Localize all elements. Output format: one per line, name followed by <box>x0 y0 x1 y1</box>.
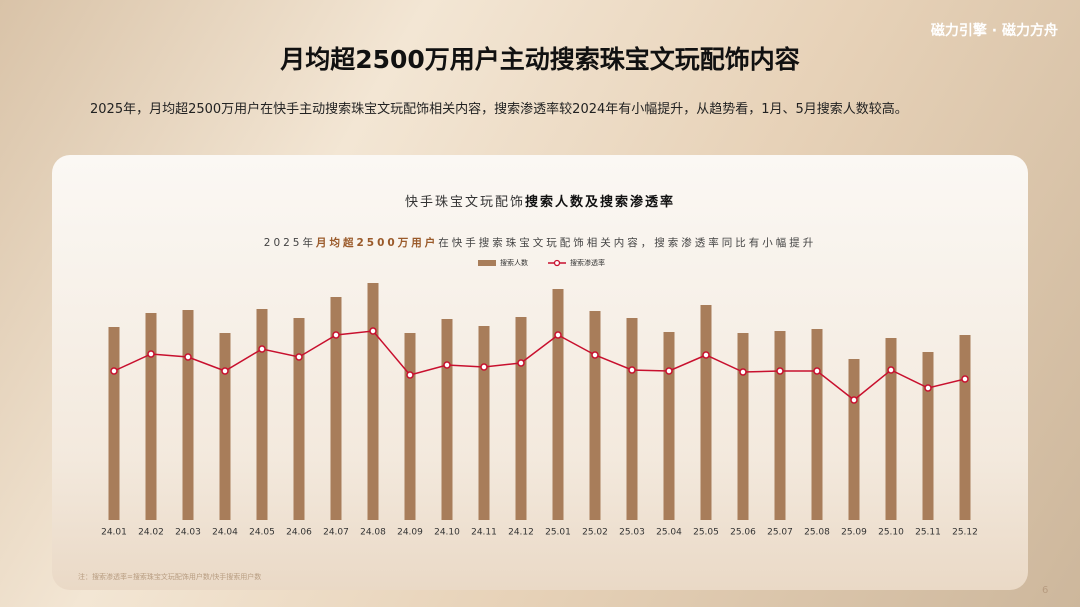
note: 注：搜索渗透率=搜索珠宝文玩配饰用户数/快手搜索用户数 <box>78 572 261 581</box>
bar <box>219 333 231 520</box>
line-point <box>961 375 969 383</box>
bar <box>959 335 971 520</box>
line-point <box>221 367 229 375</box>
chart-title: 快手珠宝文玩配饰搜索人数及搜索渗透率 <box>405 194 675 210</box>
x-tick-label: 24.08 <box>360 528 386 538</box>
line-point <box>147 350 155 358</box>
x-tick-label: 25.05 <box>693 528 719 538</box>
x-tick-label: 25.04 <box>656 528 682 538</box>
bar <box>367 283 379 520</box>
line-point <box>295 353 303 361</box>
x-tick-label: 24.12 <box>508 528 534 538</box>
line-point <box>443 361 451 369</box>
x-tick-label: 25.03 <box>619 528 645 538</box>
x-tick-label: 24.09 <box>397 528 423 538</box>
x-tick-label: 24.11 <box>471 528 497 538</box>
bar <box>774 331 786 520</box>
line-point <box>924 384 932 392</box>
x-tick-label: 25.08 <box>804 528 830 538</box>
line-point <box>406 371 414 379</box>
chart-title-b: 搜索人数及搜索渗透率 <box>525 194 675 210</box>
chart-title-a: 快手珠宝文玩配饰 <box>405 195 525 210</box>
subtitle-c: 在快手搜索珠宝文玩配饰相关内容，搜索渗透率同比有小幅提升 <box>438 236 816 249</box>
legend-label: 搜索人数 <box>500 258 528 267</box>
x-tick-label: 25.09 <box>841 528 867 538</box>
brand-right: 磁力方舟 <box>1002 23 1058 39</box>
bar <box>478 326 490 520</box>
x-tick-label: 25.07 <box>767 528 793 538</box>
bar <box>700 305 712 520</box>
x-tick-label: 24.06 <box>286 528 312 538</box>
line-point <box>702 351 710 359</box>
x-tick-label: 25.06 <box>730 528 756 538</box>
line-point <box>628 366 636 374</box>
chart-subtitle: 2025年月均超2500万用户在快手搜索珠宝文玩配饰相关内容，搜索渗透率同比有小… <box>264 236 816 249</box>
bar <box>293 318 305 520</box>
x-tick-label: 25.12 <box>952 528 978 538</box>
x-tick-label: 25.10 <box>878 528 904 538</box>
line-point <box>554 331 562 339</box>
page-number: 6 <box>1042 585 1048 596</box>
chart-panel <box>52 155 1028 590</box>
line-point <box>850 396 858 404</box>
x-tick-label: 24.03 <box>175 528 201 538</box>
bar <box>885 338 897 520</box>
bar <box>626 318 638 520</box>
line-point <box>369 327 377 335</box>
bar <box>552 289 564 520</box>
bar <box>330 297 342 520</box>
line-point <box>813 367 821 375</box>
x-tick-label: 25.11 <box>915 528 941 538</box>
line-point <box>480 363 488 371</box>
x-tick-label: 25.01 <box>545 528 571 538</box>
bar <box>922 352 934 520</box>
x-tick-label: 24.07 <box>323 528 349 538</box>
legend-marker <box>553 259 561 267</box>
x-tick-label: 24.01 <box>101 528 127 538</box>
subtitle-b: 月均超2500万用户 <box>315 236 438 249</box>
bar <box>811 329 823 520</box>
line-point <box>665 367 673 375</box>
x-tick-label: 24.10 <box>434 528 460 538</box>
bar <box>737 333 749 520</box>
bar <box>515 317 527 520</box>
x-tick-label: 25.02 <box>582 528 608 538</box>
line-point <box>110 367 118 375</box>
summary: 2025年，月均超2500万用户在快手主动搜索珠宝文玩配饰相关内容，搜索渗透率较… <box>90 102 908 117</box>
legend-label: 搜索渗透率 <box>570 258 605 267</box>
line-point <box>887 366 895 374</box>
line-point <box>517 359 525 367</box>
bar <box>404 333 416 520</box>
brand-sep: · <box>991 23 998 39</box>
line-point <box>591 351 599 359</box>
line-point <box>258 345 266 353</box>
line-point <box>776 367 784 375</box>
x-tick-label: 24.02 <box>138 528 164 538</box>
legend-swatch <box>478 260 496 266</box>
brand: 磁力引擎 · 磁力方舟 <box>931 20 1058 40</box>
bar <box>663 332 675 520</box>
subtitle-a: 2025年 <box>264 236 316 249</box>
bar <box>108 327 120 520</box>
x-tick-label: 24.05 <box>249 528 275 538</box>
bar <box>145 313 157 520</box>
x-tick-label: 24.04 <box>212 528 238 538</box>
line-point <box>739 368 747 376</box>
brand-left: 磁力引擎 <box>930 23 987 39</box>
page-title: 月均超2500万用户主动搜索珠宝文玩配饰内容 <box>280 45 800 74</box>
line-point <box>184 353 192 361</box>
bar <box>848 359 860 520</box>
bar <box>256 309 268 520</box>
bar <box>589 311 601 520</box>
line-point <box>332 331 340 339</box>
line-series <box>113 330 966 401</box>
bar <box>182 310 194 520</box>
bar <box>441 319 453 520</box>
